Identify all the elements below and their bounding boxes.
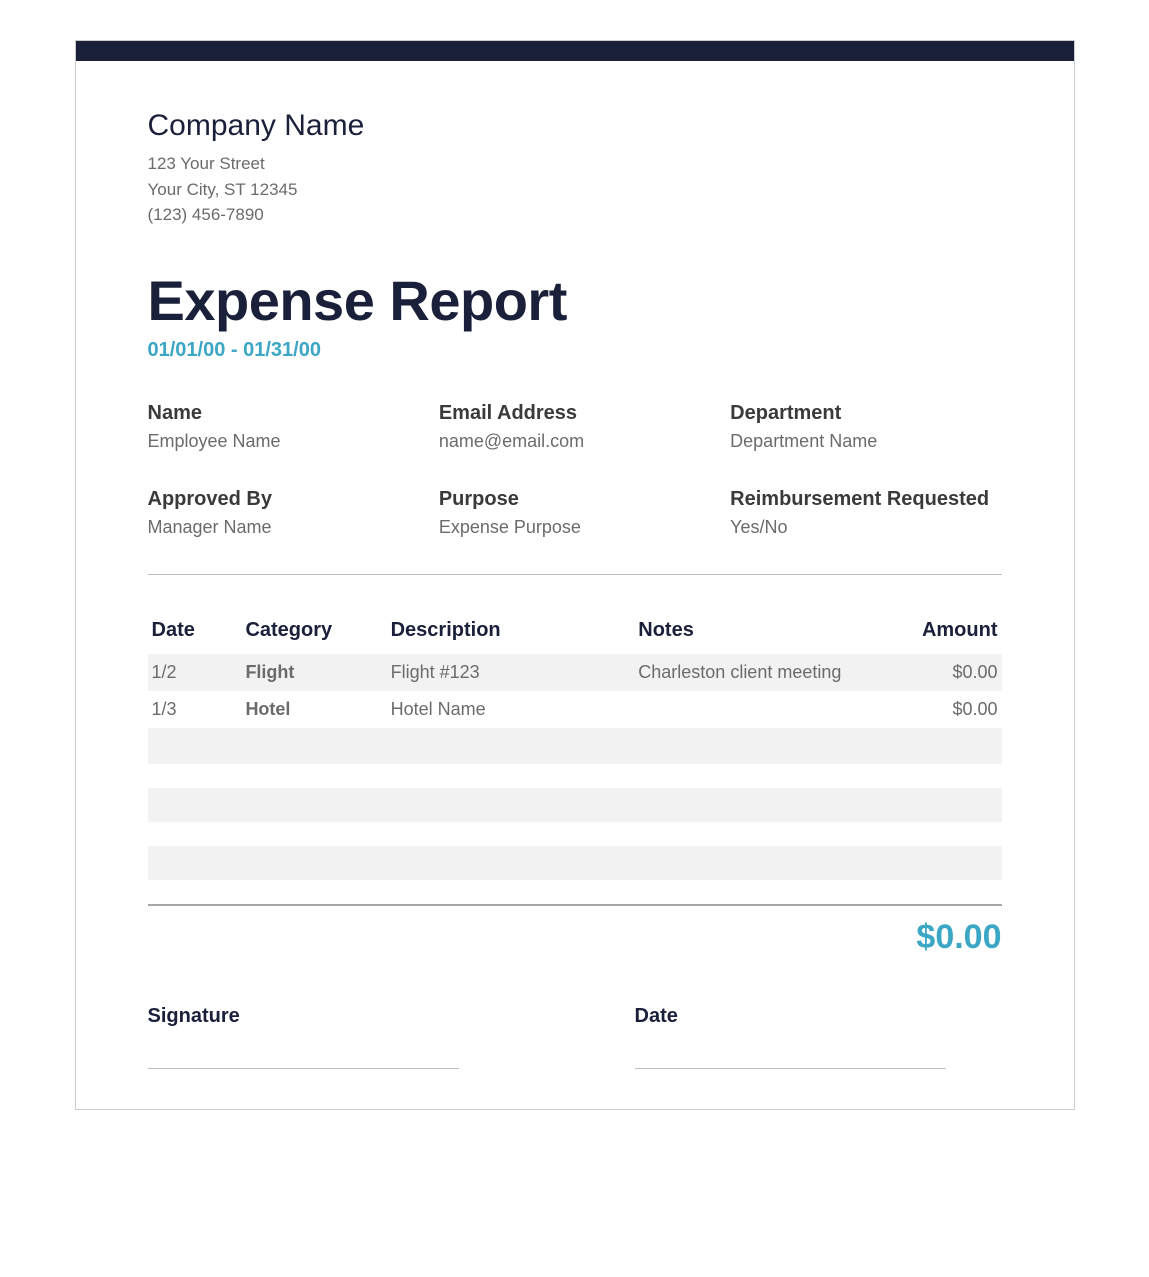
meta-purpose-value: Expense Purpose [439, 517, 710, 538]
meta-email-label: Email Address [439, 402, 710, 425]
table-row: 1/2 Flight Flight #123 Charleston client… [148, 654, 1002, 691]
meta-department: Department Department Name [730, 402, 1001, 452]
date-label: Date [635, 1005, 1002, 1028]
meta-name-value: Employee Name [148, 431, 419, 452]
meta-name-label: Name [148, 402, 419, 425]
table-row: 1/3 Hotel Hotel Name $0.00 [148, 691, 1002, 728]
cell-amount [873, 728, 1001, 764]
content-area: Company Name 123 Your Street Your City, … [76, 61, 1074, 1109]
col-amount: Amount [873, 611, 1001, 654]
col-category: Category [241, 611, 386, 654]
cell-notes [634, 728, 873, 764]
col-description: Description [387, 611, 635, 654]
date-line [635, 1068, 947, 1069]
meta-reimbursement-label: Reimbursement Requested [730, 488, 1001, 511]
table-row [148, 728, 1002, 764]
meta-reimbursement: Reimbursement Requested Yes/No [730, 488, 1001, 538]
cell-amount: $0.00 [873, 691, 1001, 728]
meta-purpose: Purpose Expense Purpose [439, 488, 710, 538]
meta-email: Email Address name@email.com [439, 402, 710, 452]
meta-approved: Approved By Manager Name [148, 488, 419, 538]
signature-row: Signature Date [148, 1005, 1002, 1069]
cell-category [241, 728, 386, 764]
meta-approved-value: Manager Name [148, 517, 419, 538]
top-bar [76, 41, 1074, 61]
table-header-row: Date Category Description Notes Amount [148, 611, 1002, 654]
signature-block: Signature [148, 1005, 515, 1069]
cell-notes: Charleston client meeting [634, 654, 873, 691]
meta-name: Name Employee Name [148, 402, 419, 452]
company-street: 123 Your Street [148, 151, 1002, 177]
meta-approved-label: Approved By [148, 488, 419, 511]
cell-category: Hotel [241, 691, 386, 728]
signature-label: Signature [148, 1005, 515, 1028]
blank-band [148, 846, 1002, 880]
blank-band [148, 788, 1002, 822]
meta-email-value: name@email.com [439, 431, 710, 452]
company-phone: (123) 456-7890 [148, 202, 1002, 228]
meta-reimbursement-value: Yes/No [730, 517, 1001, 538]
report-date-range: 01/01/00 - 01/31/00 [148, 339, 1002, 362]
company-city: Your City, ST 12345 [148, 177, 1002, 203]
meta-department-label: Department [730, 402, 1001, 425]
meta-grid: Name Employee Name Email Address name@em… [148, 402, 1002, 538]
company-address-block: 123 Your Street Your City, ST 12345 (123… [148, 151, 1002, 228]
cell-amount: $0.00 [873, 654, 1001, 691]
col-notes: Notes [634, 611, 873, 654]
col-date: Date [148, 611, 242, 654]
expense-report-page: Company Name 123 Your Street Your City, … [75, 40, 1075, 1110]
cell-date [148, 728, 242, 764]
meta-divider [148, 574, 1002, 575]
cell-notes [634, 691, 873, 728]
total-divider [148, 904, 1002, 906]
report-title: Expense Report [148, 268, 1002, 333]
cell-date: 1/2 [148, 654, 242, 691]
cell-description: Flight #123 [387, 654, 635, 691]
signature-line [148, 1068, 460, 1069]
total-amount: $0.00 [148, 918, 1002, 957]
expense-table: Date Category Description Notes Amount 1… [148, 611, 1002, 764]
meta-department-value: Department Name [730, 431, 1001, 452]
meta-purpose-label: Purpose [439, 488, 710, 511]
cell-date: 1/3 [148, 691, 242, 728]
cell-category: Flight [241, 654, 386, 691]
date-block: Date [635, 1005, 1002, 1069]
company-name: Company Name [148, 109, 1002, 143]
cell-description: Hotel Name [387, 691, 635, 728]
cell-description [387, 728, 635, 764]
